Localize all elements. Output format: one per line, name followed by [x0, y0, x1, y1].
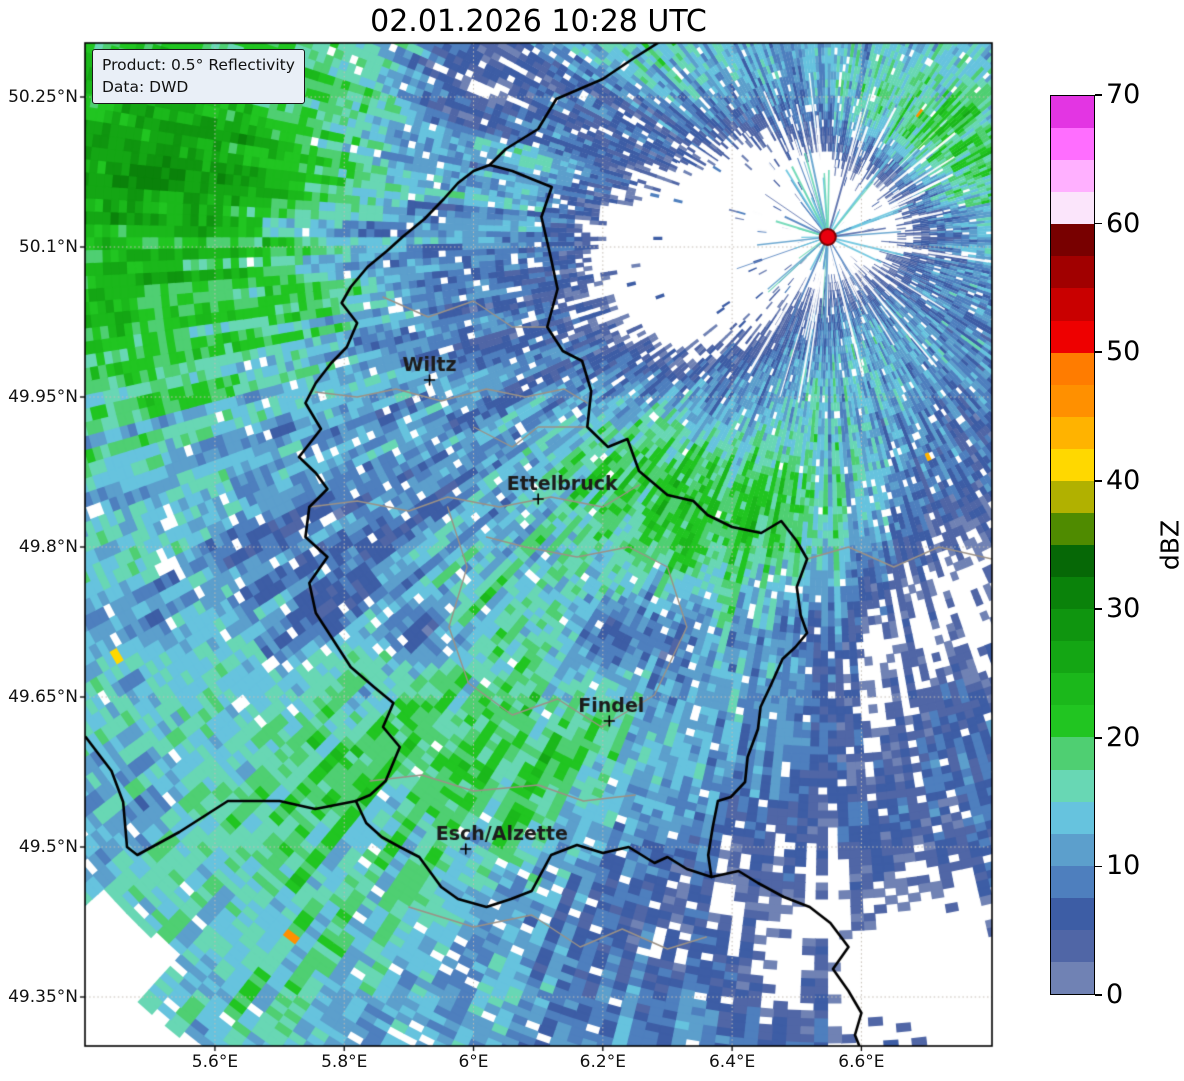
- colorbar-band: [1051, 897, 1094, 930]
- y-tick-label: 49.35°N: [8, 987, 78, 1007]
- y-tick-label: 49.8°N: [18, 537, 78, 557]
- x-tick-label: 6.6°E: [838, 1052, 885, 1072]
- colorbar-band: [1051, 512, 1094, 545]
- colorbar-band: [1051, 288, 1094, 321]
- colorbar-band: [1051, 320, 1094, 353]
- colorbar-band: [1051, 256, 1094, 289]
- colorbar-band: [1051, 769, 1094, 802]
- colorbar-band: [1051, 705, 1094, 738]
- colorbar-band: [1051, 96, 1094, 129]
- x-tick-label: 6.4°E: [708, 1052, 756, 1072]
- colorbar-tick-label: 10: [1106, 850, 1141, 882]
- colorbar-band: [1051, 128, 1094, 161]
- y-tick-label: 50.1°N: [18, 237, 78, 257]
- colorbar-band: [1051, 961, 1094, 994]
- colorbar-tick-label: 40: [1106, 464, 1141, 496]
- colorbar-tick-mark: [1095, 222, 1102, 225]
- colorbar-units-label: dBZ: [1155, 519, 1184, 571]
- colorbar-band: [1051, 577, 1094, 610]
- page-title: 02.01.2026 10:28 UTC: [370, 4, 707, 39]
- colorbar-band: [1051, 609, 1094, 642]
- colorbar-band: [1051, 865, 1094, 898]
- colorbar-band: [1051, 929, 1094, 962]
- y-tick-label: 49.65°N: [8, 687, 78, 707]
- colorbar-band: [1051, 801, 1094, 834]
- colorbar-tick-label: 70: [1106, 78, 1141, 110]
- colorbar-tick-mark: [1095, 479, 1102, 482]
- colorbar-band: [1051, 673, 1094, 706]
- product-label: Product: 0.5° Reflectivity: [102, 56, 295, 74]
- colorbar-tick-mark: [1095, 865, 1102, 868]
- colorbar-tick-label: 0: [1106, 978, 1124, 1010]
- colorbar-band: [1051, 416, 1094, 449]
- colorbar-tick-mark: [1095, 608, 1102, 611]
- data-source-label: Data: DWD: [102, 78, 189, 96]
- colorbar-tick-mark: [1095, 737, 1102, 739]
- x-tick-label: 6.2°E: [579, 1052, 626, 1072]
- colorbar-band: [1051, 384, 1094, 417]
- colorbar-band: [1051, 480, 1094, 513]
- y-tick-label: 49.95°N: [8, 387, 78, 407]
- colorbar-tick-mark: [1095, 994, 1102, 996]
- product-info-box: Product: 0.5° Reflectivity Data: DWD: [92, 49, 305, 104]
- colorbar-band: [1051, 833, 1094, 866]
- colorbar-tick-mark: [1095, 94, 1102, 96]
- colorbar-tick-label: 30: [1106, 593, 1141, 625]
- colorbar-band: [1051, 352, 1094, 385]
- x-tick-label: 5.8°E: [321, 1052, 368, 1072]
- y-tick-label: 49.5°N: [18, 837, 78, 857]
- colorbar-band: [1051, 545, 1094, 578]
- x-tick-label: 5.6°E: [191, 1052, 239, 1072]
- colorbar-tick-label: 60: [1106, 207, 1141, 239]
- colorbar-band: [1051, 160, 1094, 193]
- y-tick-label: 50.25°N: [8, 87, 78, 107]
- colorbar-tick-label: 20: [1106, 721, 1141, 753]
- colorbar-band: [1051, 192, 1094, 225]
- colorbar-band: [1051, 448, 1094, 481]
- colorbar-tick-mark: [1095, 351, 1102, 353]
- colorbar-band: [1051, 737, 1094, 770]
- colorbar-band: [1051, 224, 1094, 257]
- colorbar: [1050, 95, 1095, 995]
- colorbar-tick-label: 50: [1106, 336, 1141, 368]
- x-tick-label: 6°E: [458, 1052, 489, 1072]
- colorbar-band: [1051, 641, 1094, 674]
